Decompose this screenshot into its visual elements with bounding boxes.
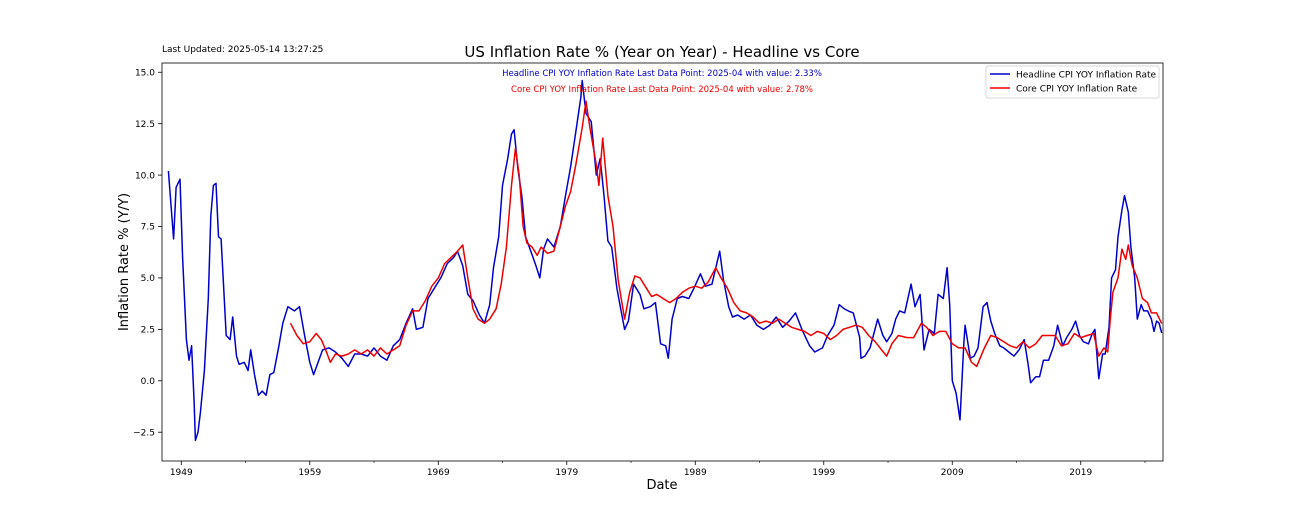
x-tick-label: 1949 xyxy=(170,468,193,478)
legend-box xyxy=(985,65,1160,99)
y-axis-label: Inflation Rate % (Y/Y) xyxy=(117,193,132,331)
series-line-core xyxy=(289,100,1163,368)
x-axis: 1949 1959 1969 1979 1989 1999 2009 2019 xyxy=(170,461,1146,478)
last-updated-label: Last Updated: 2025-05-14 13:27:25 xyxy=(162,45,323,55)
x-axis-label: Date xyxy=(646,478,677,493)
x-tick-label: 1999 xyxy=(812,468,835,478)
y-tick-label: 10.0 xyxy=(135,171,155,181)
core-annotation: Core CPI YOY Inflation Rate Last Data Po… xyxy=(511,85,813,95)
plot-area xyxy=(161,62,1164,462)
x-tick-label: 1969 xyxy=(427,468,450,478)
chart-title: US Inflation Rate % (Year on Year) - Hea… xyxy=(464,43,859,61)
x-tick-label: 2009 xyxy=(941,468,964,478)
x-tick-label: 1979 xyxy=(555,468,578,478)
y-tick-label: 15.0 xyxy=(135,68,155,78)
x-tick-label: 1989 xyxy=(684,468,707,478)
y-tick-label: 5.0 xyxy=(141,274,156,284)
y-tick-label: 7.5 xyxy=(141,223,155,233)
legend: Headline CPI YOY Inflation Rate Core CPI… xyxy=(985,65,1160,99)
legend-headline-label: Headline CPI YOY Inflation Rate xyxy=(1016,71,1157,81)
y-tick-label: 0.0 xyxy=(141,377,156,387)
y-tick-label: 2.5 xyxy=(141,326,155,336)
y-tick-label: 12.5 xyxy=(135,120,155,130)
plot-frame xyxy=(161,62,1164,462)
legend-core-label: Core CPI YOY Inflation Rate xyxy=(1016,85,1138,95)
series-line-headline xyxy=(167,79,1163,442)
y-axis: −2.5 0.0 2.5 5.0 7.5 10.0 12.5 15.0 xyxy=(133,68,162,438)
y-tick-label: −2.5 xyxy=(133,428,155,438)
x-tick-label: 1959 xyxy=(298,468,321,478)
headline-annotation: Headline CPI YOY Inflation Rate Last Dat… xyxy=(502,69,822,79)
x-tick-label: 2019 xyxy=(1069,468,1092,478)
